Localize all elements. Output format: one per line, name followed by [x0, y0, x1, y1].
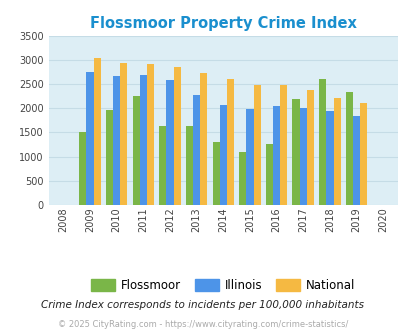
Bar [212, 142, 219, 205]
Bar [299, 108, 306, 205]
Bar [192, 95, 200, 205]
Bar [318, 79, 326, 205]
Bar [147, 64, 154, 205]
Text: © 2025 CityRating.com - https://www.cityrating.com/crime-statistics/: © 2025 CityRating.com - https://www.city… [58, 319, 347, 329]
Bar [292, 99, 299, 205]
Bar [166, 80, 173, 205]
Bar [200, 73, 207, 205]
Text: Crime Index corresponds to incidents per 100,000 inhabitants: Crime Index corresponds to incidents per… [41, 300, 364, 310]
Bar [173, 67, 180, 205]
Bar [345, 92, 352, 205]
Title: Flossmoor Property Crime Index: Flossmoor Property Crime Index [90, 16, 356, 31]
Bar [113, 76, 120, 205]
Bar [239, 152, 246, 205]
Bar [265, 144, 272, 205]
Bar [139, 76, 147, 205]
Bar [352, 116, 359, 205]
Bar [79, 132, 86, 205]
Bar [226, 79, 234, 205]
Bar [333, 98, 340, 205]
Bar [159, 126, 166, 205]
Bar [306, 90, 313, 205]
Bar [132, 96, 139, 205]
Bar [326, 111, 333, 205]
Bar [219, 105, 226, 205]
Bar [185, 126, 192, 205]
Legend: Flossmoor, Illinois, National: Flossmoor, Illinois, National [86, 275, 359, 297]
Bar [279, 85, 287, 205]
Bar [359, 103, 367, 205]
Bar [253, 84, 260, 205]
Bar [86, 72, 94, 205]
Bar [94, 58, 100, 205]
Bar [106, 110, 113, 205]
Bar [246, 109, 253, 205]
Bar [272, 106, 279, 205]
Bar [120, 63, 127, 205]
